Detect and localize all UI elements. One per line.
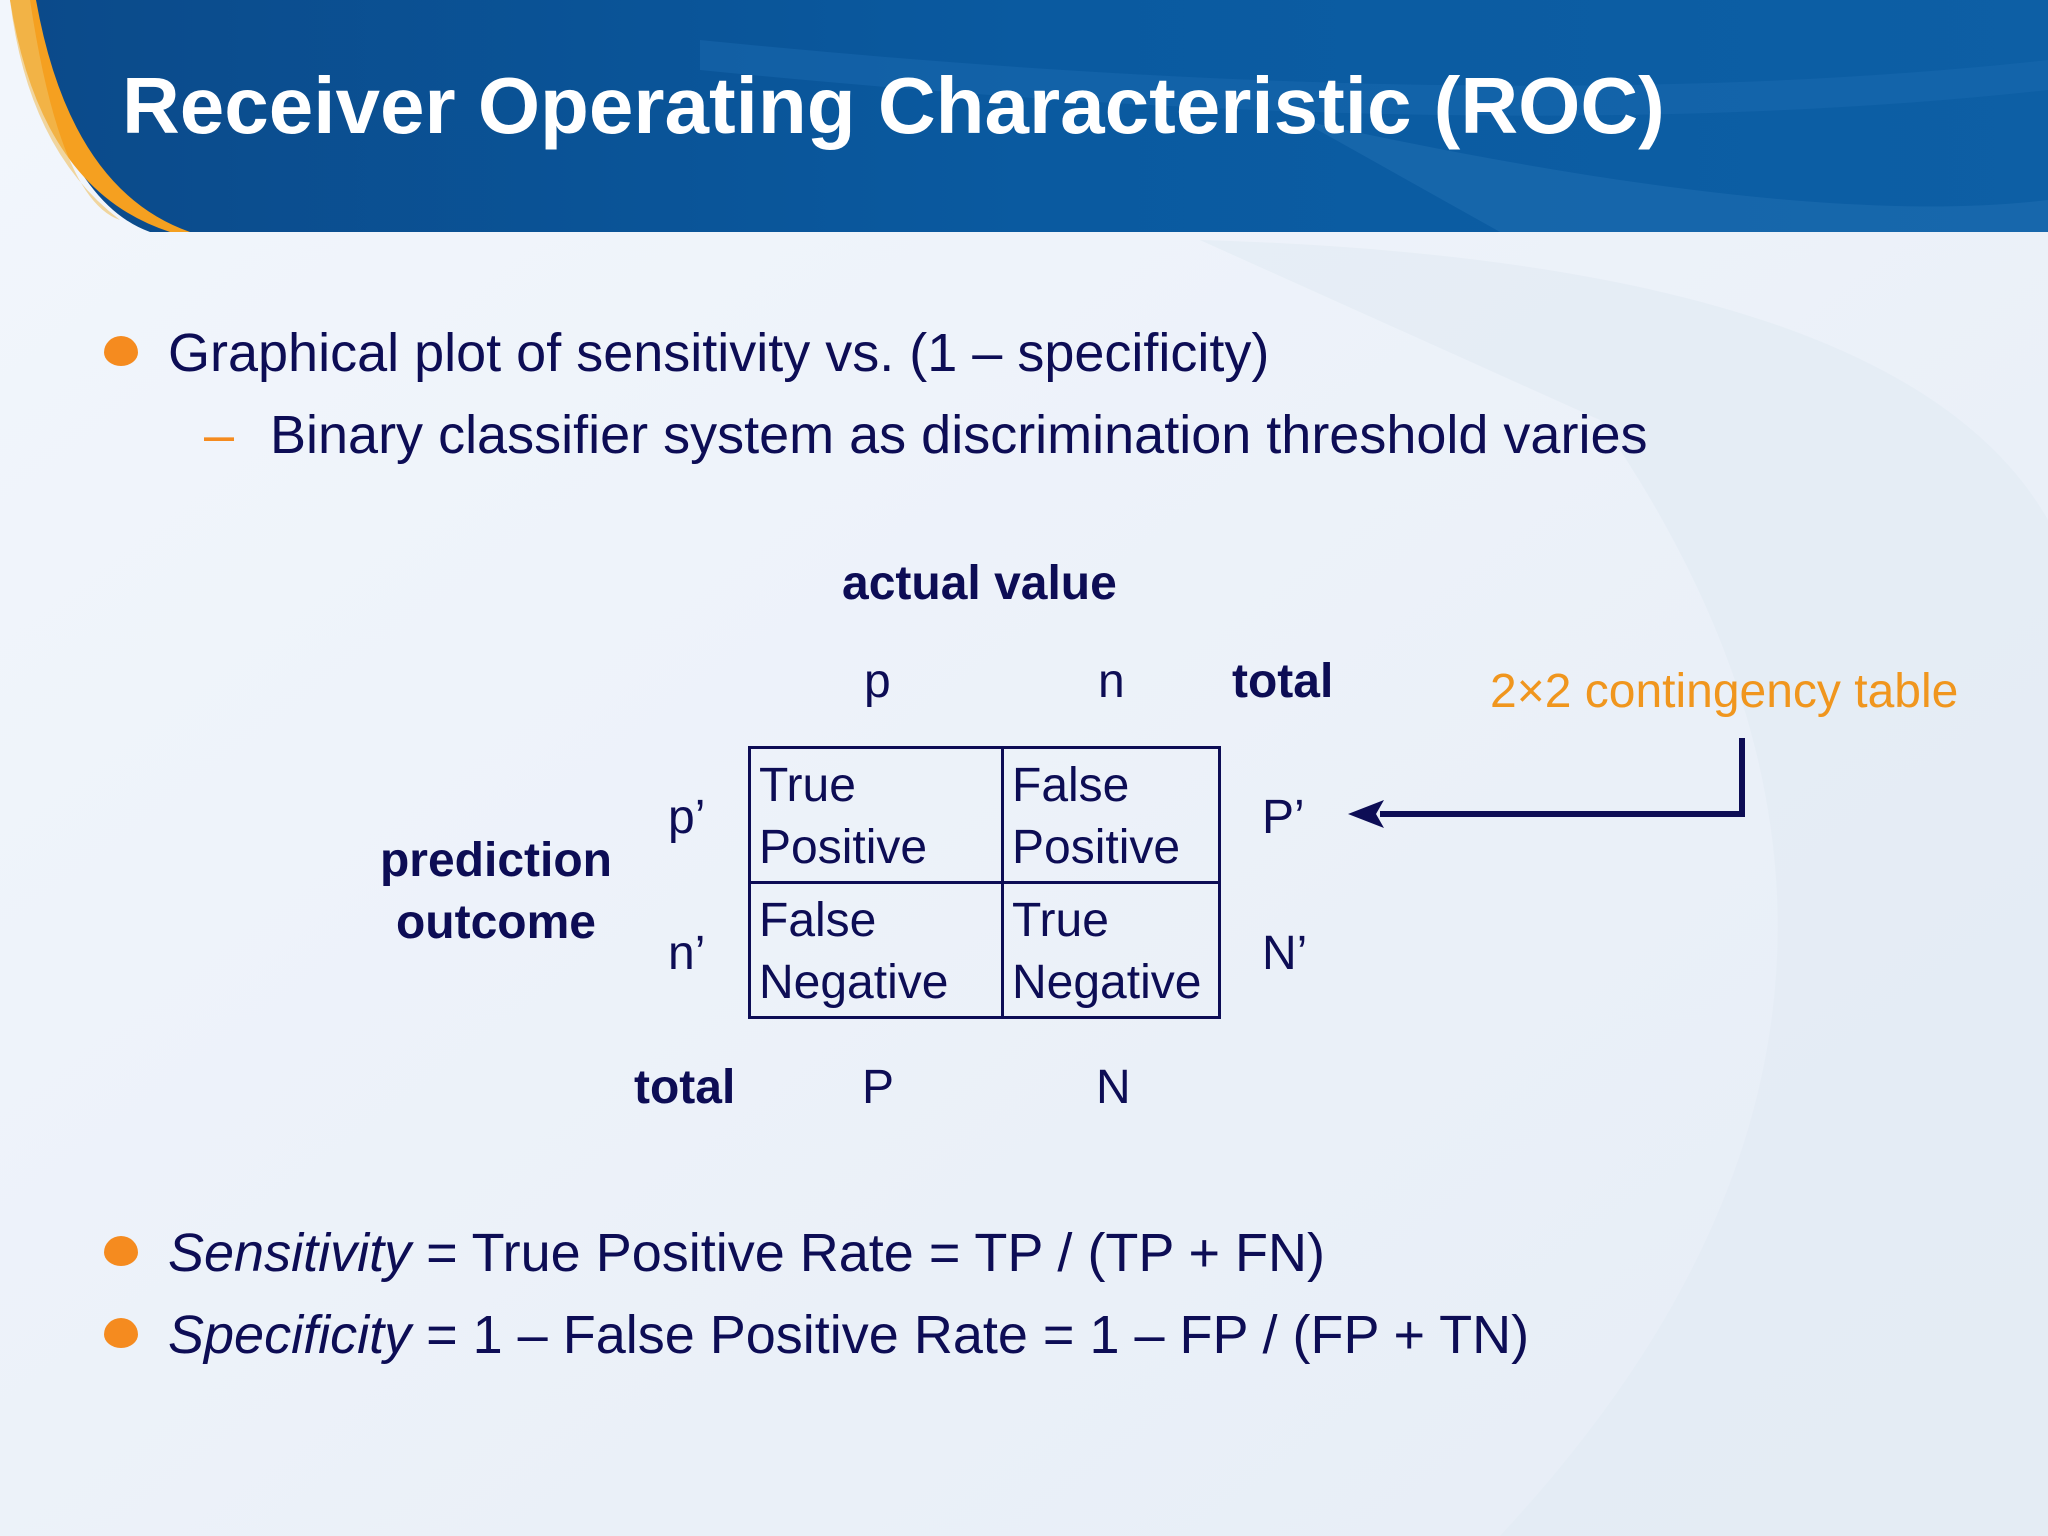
column-label-p: p — [864, 655, 891, 708]
actual-value-header: actual value — [842, 557, 1117, 610]
outcome-label: outcome — [395, 896, 596, 949]
cell-false-positive: False Positive — [1001, 746, 1221, 884]
column-total-p: P — [862, 1061, 895, 1114]
cell-true-positive: True Positive — [748, 746, 1004, 884]
sub-bullet-binary-classifier: Binary classifier system as discriminati… — [270, 405, 1648, 465]
cell-false-negative: False Negative — [748, 881, 1004, 1019]
row-label-p-prime: p’ — [668, 791, 706, 844]
specificity-formula: Specificity = 1 – False Positive Rate = … — [168, 1308, 1529, 1362]
row-total-p-prime: P’ — [1262, 791, 1305, 844]
specificity-term: Specificity — [168, 1305, 412, 1365]
table-row: True Positive False Positive — [748, 746, 1221, 884]
bullet-marker — [104, 1318, 138, 1348]
bullet-sensitivity-plot: Graphical plot of sensitivity vs. (1 – s… — [168, 323, 1270, 383]
bullet-marker — [104, 1236, 138, 1266]
row-label-total: total — [634, 1061, 736, 1114]
column-total-n: N — [1096, 1061, 1131, 1114]
prediction-outcome-header: prediction outcome — [366, 830, 626, 954]
cell-true-negative: True Negative — [1001, 881, 1221, 1019]
sub-bullet-dash: – — [204, 405, 235, 465]
sensitivity-definition: = True Positive Rate = TP / (TP + FN) — [411, 1223, 1325, 1283]
prediction-label: prediction — [379, 834, 612, 887]
column-label-n: n — [1098, 655, 1125, 708]
row-label-n-prime: n’ — [668, 927, 706, 980]
specificity-definition: = 1 – False Positive Rate = 1 – FP / (FP… — [411, 1305, 1530, 1365]
row-total-n-prime: N’ — [1262, 927, 1308, 980]
contingency-table: True Positive False Positive False Negat… — [748, 746, 1221, 1019]
bullet-marker — [104, 336, 138, 366]
table-row: False Negative True Negative — [748, 881, 1221, 1019]
sensitivity-term: Sensitivity — [168, 1223, 412, 1283]
page-title: Receiver Operating Characteristic (ROC) — [122, 61, 1665, 150]
sensitivity-formula: Sensitivity = True Positive Rate = TP / … — [168, 1226, 1325, 1280]
column-label-total: total — [1232, 655, 1334, 708]
annotation-arrow-icon — [1348, 738, 1745, 828]
contingency-table-annotation: 2×2 contingency table — [1490, 665, 1959, 718]
